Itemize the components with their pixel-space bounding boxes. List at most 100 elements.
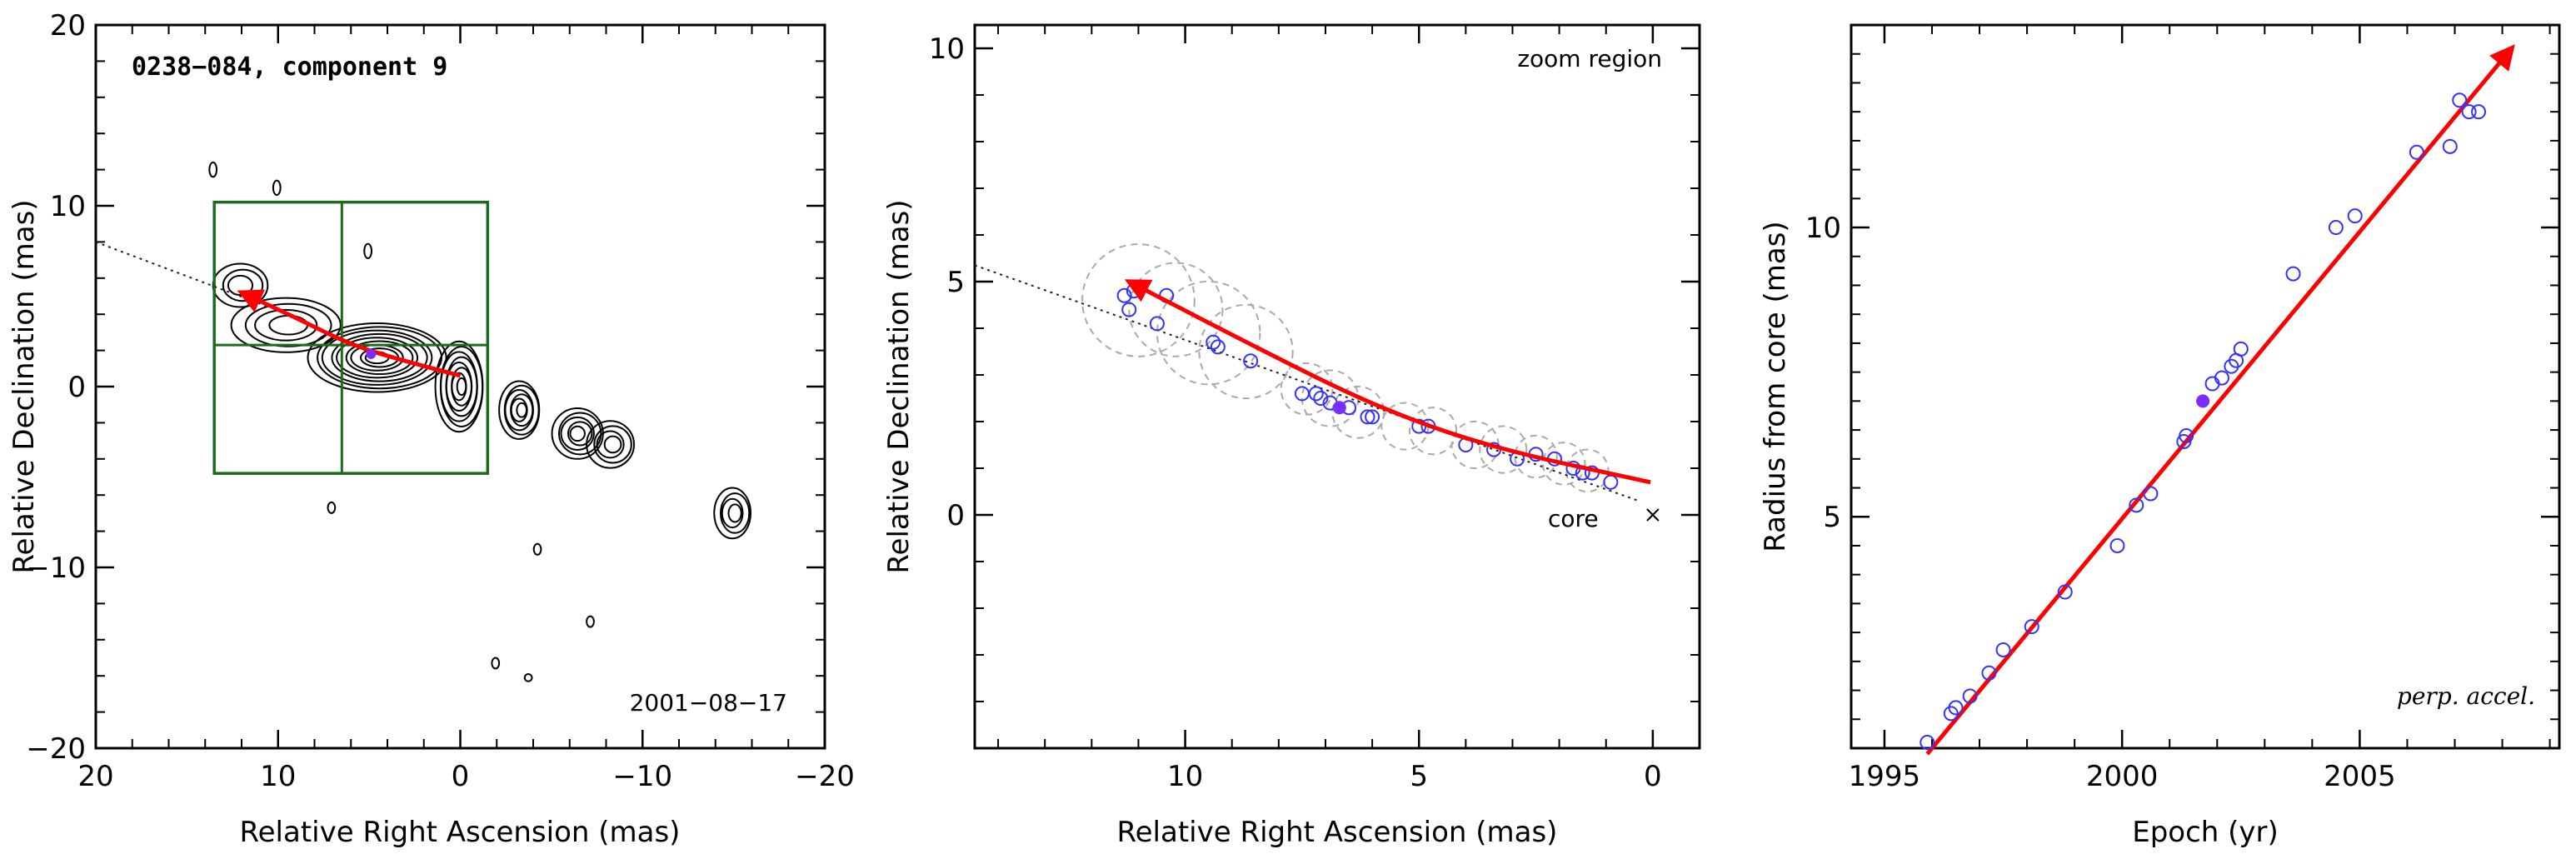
data-point <box>2442 138 2458 154</box>
component-size-circle <box>1409 407 1458 456</box>
plot-area: 1995 2000 2005 5 10 <box>1805 24 2559 793</box>
y-axis-label: Radius from core (mas) <box>1759 221 1792 552</box>
data-point <box>2347 208 2363 224</box>
x-tick-label: 10 <box>260 760 296 793</box>
component-size-circle <box>1565 448 1610 493</box>
component-size-circle <box>1514 434 1558 479</box>
y-axis-label: Relative Declination (mas) <box>7 199 41 573</box>
plot-frame <box>973 23 1701 750</box>
contour-line <box>327 501 337 514</box>
contour-line <box>558 412 602 456</box>
core-label: core <box>1548 505 1599 532</box>
data-point <box>1948 700 1964 716</box>
data-point <box>2233 341 2249 357</box>
contour-line <box>363 242 372 259</box>
contour-line <box>569 425 586 442</box>
contour-line <box>567 421 593 447</box>
linear-fit-line <box>1925 44 2515 756</box>
contour-line <box>603 435 622 454</box>
contour-line <box>586 615 595 628</box>
contour-line <box>244 302 332 347</box>
dotted-trajectory-line <box>974 264 1640 502</box>
contour-line <box>523 673 533 682</box>
contour-line <box>593 425 632 464</box>
panel-contour-map: 20 10 0 −10 −20 −20 −10 0 10 20 0238−084, compone… <box>7 9 855 849</box>
contour-line <box>532 542 542 556</box>
zoom-box <box>212 200 490 475</box>
x-tick-label: 2005 <box>2324 760 2396 793</box>
contour-line <box>307 322 447 393</box>
data-point <box>2452 92 2468 108</box>
y-tick-label: −10 <box>26 552 86 585</box>
y-tick-label: 10 <box>929 32 965 66</box>
data-point <box>2204 376 2220 392</box>
data-point <box>2461 104 2477 120</box>
x-axis-label: Relative Right Ascension (mas) <box>1117 816 1558 849</box>
component-size-circle <box>1081 243 1196 357</box>
contour-line <box>272 179 282 196</box>
contour-line <box>456 377 467 397</box>
contour-line <box>336 337 419 379</box>
plot-frame <box>1850 23 2561 750</box>
contour-line <box>560 416 595 451</box>
y-tick-label: 5 <box>1823 501 1841 534</box>
data-point <box>1308 386 1324 402</box>
x-tick-label: 0 <box>452 760 470 793</box>
data-point <box>1360 409 1375 425</box>
data-point <box>2214 370 2229 386</box>
fitted-track <box>237 289 462 378</box>
x-tick-label: 5 <box>1410 760 1428 793</box>
component-size-circle <box>1331 385 1385 439</box>
x-tick-label: −20 <box>795 760 855 793</box>
contour-line <box>504 389 534 432</box>
plot-frame <box>94 23 826 750</box>
perp-accel-label: perp. accel. <box>2397 682 2535 710</box>
data-point <box>1149 316 1165 332</box>
component-size-circle <box>1128 262 1224 357</box>
contour-line <box>510 397 528 422</box>
core-marker <box>1646 508 1660 522</box>
y-axis-label: Relative Declination (mas) <box>882 199 916 573</box>
data-point <box>2057 584 2073 600</box>
contour-line <box>317 326 443 390</box>
x-tick-label: 1995 <box>1849 760 1921 793</box>
data-point <box>2471 104 2487 120</box>
data-point <box>1920 735 1935 751</box>
y-tick-label: 20 <box>50 9 86 42</box>
contour-line <box>727 503 742 523</box>
contour-line <box>331 332 428 382</box>
epoch-date-label: 2001−08−17 <box>630 689 787 717</box>
marked-epoch-point <box>1332 401 1346 415</box>
x-tick-label: 0 <box>1644 760 1662 793</box>
data-point <box>1995 642 2011 657</box>
y-tick-label: 10 <box>50 190 86 223</box>
component-size-circle <box>1198 303 1294 400</box>
contour-line <box>208 161 218 178</box>
data-point <box>1313 391 1329 406</box>
plot-area: 10 5 0 0 5 10 <box>929 25 1700 793</box>
data-point <box>1981 665 1997 681</box>
y-tick-label: 0 <box>946 499 965 532</box>
data-point <box>1206 334 1221 350</box>
fitted-track <box>1124 279 1651 485</box>
panel-zoom-region: 10 5 0 0 5 10 zoom region core Relative Right… <box>882 23 1701 849</box>
x-axis-label: Epoch (yr) <box>2132 816 2279 849</box>
contour-line <box>321 329 433 386</box>
data-point <box>1243 353 1259 369</box>
contour-line <box>516 402 528 418</box>
y-tick-label: 0 <box>67 371 86 404</box>
data-point <box>2285 266 2301 282</box>
contour-line <box>434 340 484 433</box>
contour-line <box>227 274 254 297</box>
contour-line <box>721 497 744 529</box>
zoom-region-label: zoom region <box>1517 45 1662 72</box>
data-point <box>2129 497 2144 513</box>
plot-area: 20 10 0 −10 −20 −20 −10 0 10 20 <box>26 9 855 793</box>
data-point <box>1365 409 1380 425</box>
contour-line <box>445 361 473 412</box>
contour-line <box>491 657 501 670</box>
y-tick-label: 5 <box>946 266 965 299</box>
x-axis-label: Relative Right Ascension (mas) <box>240 816 681 849</box>
